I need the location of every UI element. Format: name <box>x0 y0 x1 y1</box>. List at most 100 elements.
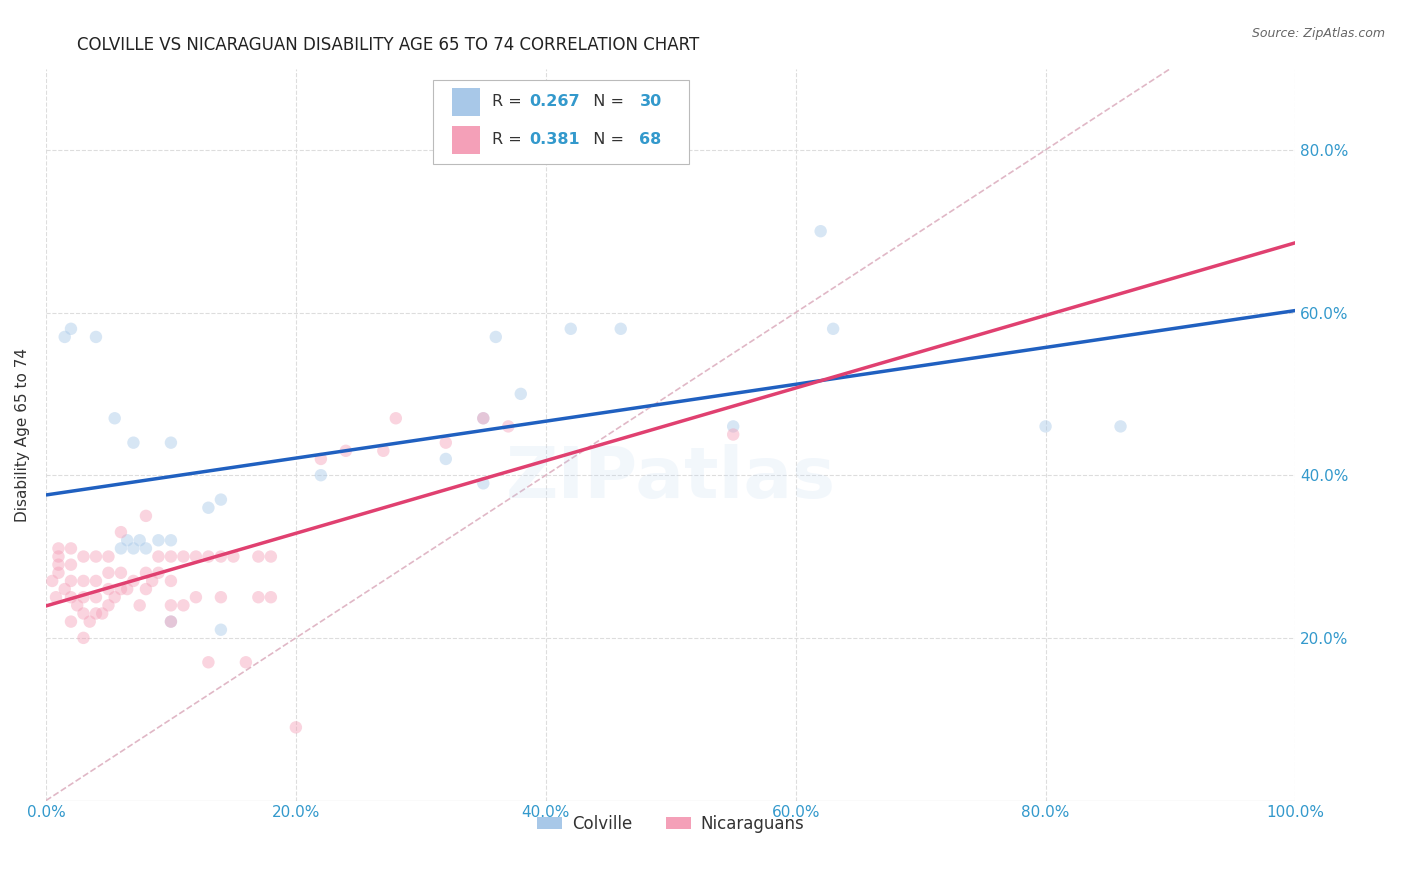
Point <box>247 549 270 564</box>
Point <box>72 574 94 588</box>
Point <box>135 566 157 580</box>
Point <box>160 549 183 564</box>
Point <box>309 468 332 483</box>
Point <box>472 411 495 425</box>
Point <box>122 435 145 450</box>
Point <box>72 591 94 605</box>
Point <box>197 549 219 564</box>
Point <box>41 574 63 588</box>
Point <box>45 591 67 605</box>
Point <box>48 549 70 564</box>
Text: N =: N = <box>583 95 630 110</box>
Text: 30: 30 <box>640 95 662 110</box>
Point <box>160 615 183 629</box>
Point <box>160 599 183 613</box>
Text: COLVILLE VS NICARAGUAN DISABILITY AGE 65 TO 74 CORRELATION CHART: COLVILLE VS NICARAGUAN DISABILITY AGE 65… <box>77 36 700 54</box>
Point <box>160 574 183 588</box>
Point <box>197 655 219 669</box>
Point <box>110 525 132 540</box>
Point <box>97 549 120 564</box>
Point <box>59 541 82 556</box>
Point <box>385 411 408 425</box>
Point <box>160 435 183 450</box>
Point <box>110 566 132 580</box>
Point <box>434 452 457 467</box>
Point <box>373 443 395 458</box>
Point <box>335 443 357 458</box>
Point <box>110 582 132 596</box>
Text: 0.267: 0.267 <box>530 95 581 110</box>
Point <box>498 419 520 434</box>
Point <box>53 330 76 344</box>
Point <box>472 411 495 425</box>
Text: Source: ZipAtlas.com: Source: ZipAtlas.com <box>1251 27 1385 40</box>
Text: R =: R = <box>492 95 527 110</box>
Point <box>434 435 457 450</box>
Point <box>235 655 257 669</box>
Point <box>79 615 101 629</box>
Point <box>184 549 207 564</box>
Point <box>209 623 232 637</box>
Point <box>59 615 82 629</box>
Point <box>122 541 145 556</box>
Text: N =: N = <box>583 132 630 147</box>
Point <box>509 387 531 401</box>
Point <box>1035 419 1057 434</box>
Point <box>160 533 183 548</box>
Point <box>209 492 232 507</box>
Point <box>84 607 107 621</box>
Point <box>84 574 107 588</box>
Point <box>48 541 70 556</box>
Y-axis label: Disability Age 65 to 74: Disability Age 65 to 74 <box>15 348 30 522</box>
Point <box>84 330 107 344</box>
Point <box>72 631 94 645</box>
Point <box>128 533 150 548</box>
Point <box>91 607 114 621</box>
Point <box>160 615 183 629</box>
Point <box>97 582 120 596</box>
Point <box>209 591 232 605</box>
Point <box>135 508 157 523</box>
Point <box>721 419 744 434</box>
Point <box>609 322 631 336</box>
Point <box>59 322 82 336</box>
Text: 0.381: 0.381 <box>530 132 581 147</box>
Point <box>560 322 582 336</box>
Point <box>72 549 94 564</box>
Point <box>115 533 138 548</box>
Point <box>260 591 283 605</box>
Point <box>128 599 150 613</box>
Point <box>172 549 194 564</box>
Point <box>135 541 157 556</box>
Point <box>72 607 94 621</box>
Point <box>247 591 270 605</box>
Point <box>59 558 82 572</box>
Point <box>184 591 207 605</box>
Point <box>209 549 232 564</box>
Point <box>66 599 89 613</box>
Point <box>141 574 163 588</box>
Point <box>222 549 245 564</box>
Point <box>1109 419 1132 434</box>
Text: 68: 68 <box>640 132 662 147</box>
Point <box>110 541 132 556</box>
Point <box>48 558 70 572</box>
Point <box>48 566 70 580</box>
Point <box>104 591 127 605</box>
Point <box>284 720 307 734</box>
Point <box>148 533 170 548</box>
Point <box>148 566 170 580</box>
FancyBboxPatch shape <box>453 88 479 116</box>
Point <box>148 549 170 564</box>
FancyBboxPatch shape <box>453 126 479 153</box>
Point <box>97 566 120 580</box>
Point <box>485 330 508 344</box>
Point <box>135 582 157 596</box>
Point <box>53 582 76 596</box>
Point <box>823 322 845 336</box>
Point <box>472 476 495 491</box>
Point <box>309 452 332 467</box>
Point <box>97 599 120 613</box>
Text: R =: R = <box>492 132 527 147</box>
FancyBboxPatch shape <box>433 79 689 164</box>
